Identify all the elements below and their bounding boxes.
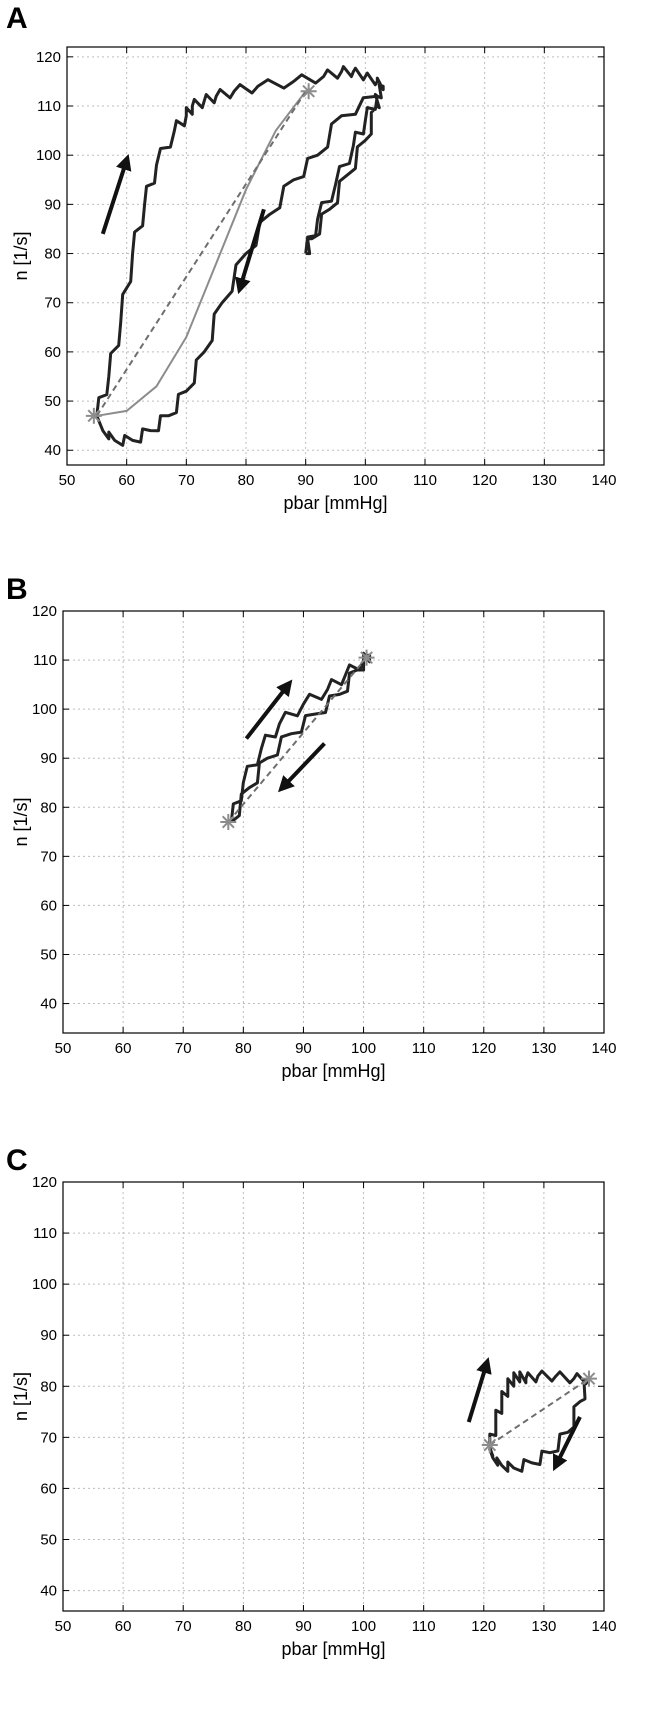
- y-tick-label-a-6: 100: [36, 147, 61, 164]
- x-tick-label-a-2: 70: [178, 472, 195, 489]
- y-axis-label-b: n [1/s]: [11, 797, 31, 846]
- direction-arrow-b-0: [244, 679, 293, 740]
- x-tick-label-c-9: 140: [591, 1618, 616, 1635]
- y-tick-label-c-8: 120: [32, 1174, 57, 1191]
- panel-letter-b: B: [6, 573, 28, 606]
- x-tick-label-a-1: 60: [118, 472, 135, 489]
- x-tick-label-b-7: 120: [471, 1040, 496, 1057]
- series-line-a-2: [96, 90, 307, 417]
- series-line-a-0: [95, 65, 385, 447]
- y-axis-label-c: n [1/s]: [11, 1372, 31, 1421]
- y-tick-label-c-4: 80: [40, 1378, 57, 1395]
- star-marker-a-0: [85, 407, 102, 424]
- series-line-b-1: [227, 656, 368, 823]
- y-tick-label-a-3: 70: [44, 295, 61, 312]
- y-tick-label-b-5: 90: [40, 750, 57, 767]
- chart-b-plot: 50 60 70 80 90 100 110 120 130 140 40 50 60 70 80 90 100…: [11, 603, 617, 1081]
- x-tick-label-c-5: 100: [351, 1618, 376, 1635]
- panel-letter-c: C: [6, 1144, 28, 1177]
- x-tick-label-a-4: 90: [297, 472, 314, 489]
- y-tick-label-c-5: 90: [40, 1327, 57, 1344]
- x-tick-label-b-2: 70: [175, 1040, 192, 1057]
- y-tick-label-c-2: 60: [40, 1480, 57, 1497]
- y-tick-label-c-1: 50: [40, 1532, 57, 1549]
- y-tick-label-a-5: 90: [44, 196, 61, 213]
- axes-frame-a: [66, 46, 605, 466]
- chart-panel-c: C 50 60 70 80 90 100 110 120 130 140 40 50 60 70 80 90 1…: [0, 1142, 664, 1713]
- x-tick-label-a-3: 80: [238, 472, 255, 489]
- x-tick-label-c-7: 120: [471, 1618, 496, 1635]
- x-tick-label-c-1: 60: [115, 1618, 132, 1635]
- x-tick-label-b-3: 80: [235, 1040, 252, 1057]
- x-tick-label-a-5: 100: [353, 472, 378, 489]
- x-tick-label-b-0: 50: [55, 1040, 72, 1057]
- y-tick-label-a-7: 110: [37, 98, 61, 115]
- x-tick-label-c-0: 50: [55, 1618, 72, 1635]
- y-tick-label-c-0: 40: [40, 1583, 57, 1600]
- x-tick-label-a-9: 140: [591, 472, 616, 489]
- axes-frame-b: [62, 610, 605, 1034]
- chart-panel-b: B 50 60 70 80 90 100 110 120 130 140 40 50 60 70 80 90 1…: [0, 571, 664, 1142]
- x-tick-label-c-8: 130: [531, 1618, 556, 1635]
- star-marker-c-0: [481, 1437, 498, 1454]
- y-tick-label-b-8: 120: [32, 603, 57, 620]
- direction-arrow-a-1: [235, 208, 266, 295]
- x-tick-label-b-1: 60: [115, 1040, 132, 1057]
- x-tick-label-c-6: 110: [412, 1618, 436, 1635]
- y-axis-label-a: n [1/s]: [11, 231, 31, 280]
- y-tick-label-b-7: 110: [33, 652, 57, 669]
- star-marker-b-1: [358, 649, 375, 666]
- y-tick-label-b-0: 40: [40, 996, 57, 1013]
- x-tick-label-a-6: 110: [413, 472, 437, 489]
- y-tick-label-b-2: 60: [40, 897, 57, 914]
- y-tick-label-c-3: 70: [40, 1429, 57, 1446]
- y-tick-label-a-2: 60: [44, 344, 61, 361]
- y-tick-label-c-7: 110: [33, 1225, 57, 1242]
- x-tick-label-b-9: 140: [591, 1040, 616, 1057]
- x-tick-label-b-5: 100: [351, 1040, 376, 1057]
- star-marker-a-1: [300, 83, 317, 100]
- direction-arrow-c-0: [466, 1357, 492, 1423]
- x-tick-label-c-4: 90: [295, 1618, 312, 1635]
- y-tick-label-a-0: 40: [44, 442, 61, 459]
- x-tick-label-a-7: 120: [472, 472, 497, 489]
- chart-c-plot: 50 60 70 80 90 100 110 120 130 140 40 50 60 70 80 90 100…: [11, 1174, 617, 1659]
- y-tick-label-a-1: 50: [44, 393, 61, 410]
- direction-arrow-b-1: [277, 742, 326, 793]
- y-tick-label-a-4: 80: [44, 246, 61, 263]
- x-tick-label-a-0: 50: [59, 472, 76, 489]
- y-tick-label-b-4: 80: [40, 799, 57, 816]
- x-axis-label-b: pbar [mmHg]: [281, 1061, 385, 1081]
- y-tick-label-c-6: 100: [32, 1276, 57, 1293]
- y-tick-label-a-8: 120: [36, 49, 61, 66]
- y-tick-label-b-6: 100: [32, 701, 57, 718]
- series-line-a-1: [304, 93, 381, 256]
- x-tick-label-b-4: 90: [295, 1040, 312, 1057]
- x-tick-label-c-3: 80: [235, 1618, 252, 1635]
- star-marker-b-0: [220, 814, 237, 830]
- x-tick-label-b-6: 110: [412, 1040, 436, 1057]
- series-line-a-3: [95, 90, 307, 417]
- panel-letter-a: A: [6, 2, 28, 35]
- x-axis-label-a: pbar [mmHg]: [283, 493, 387, 513]
- x-tick-label-c-2: 70: [175, 1618, 192, 1635]
- x-tick-label-a-8: 130: [532, 472, 557, 489]
- direction-arrow-c-1: [553, 1416, 582, 1472]
- y-tick-label-b-1: 50: [40, 946, 57, 963]
- chart-a-plot: 50 60 70 80 90 100 110 120 130 140 40 50 60 70 80 90 100…: [11, 46, 617, 513]
- x-tick-label-b-8: 130: [531, 1040, 556, 1057]
- axes-frame-c: [62, 1181, 605, 1612]
- series-line-c-0: [488, 1369, 591, 1473]
- y-tick-label-b-3: 70: [40, 848, 57, 865]
- x-axis-label-c: pbar [mmHg]: [281, 1639, 385, 1659]
- star-marker-c-1: [580, 1370, 597, 1387]
- chart-panel-a: A 50 60 70 80 90 100 110 120 130 140 40 50 60 70 80 90 1…: [0, 0, 664, 571]
- direction-arrow-a-0: [100, 154, 132, 235]
